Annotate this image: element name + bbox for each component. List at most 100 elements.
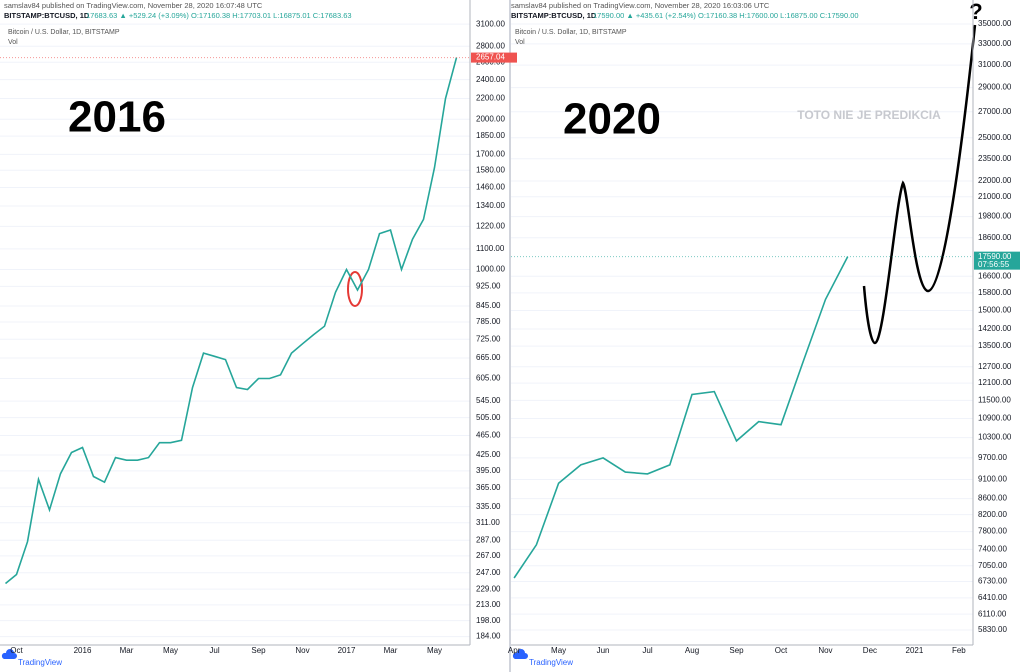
author-line: samslav84 published on TradingView.com, … bbox=[511, 1, 770, 10]
x-tick-label: Sep bbox=[251, 646, 266, 655]
x-tick-label: May bbox=[551, 646, 566, 655]
x-tick-label: Oct bbox=[775, 646, 788, 655]
y-tick-label: 27000.00 bbox=[978, 107, 1012, 116]
y-tick-label: 6110.00 bbox=[978, 609, 1007, 618]
y-tick-label: 25000.00 bbox=[978, 133, 1012, 142]
y-tick-label: 23500.00 bbox=[978, 154, 1012, 163]
y-tick-label: 9700.00 bbox=[978, 453, 1007, 462]
year-annotation: 2016 bbox=[68, 93, 166, 142]
y-tick-label: 6730.00 bbox=[978, 577, 1007, 586]
panel-2020: samslav84 published on TradingView.com, … bbox=[508, 0, 1020, 667]
year-annotation: 2020 bbox=[563, 95, 661, 144]
y-tick-label: 1700.00 bbox=[476, 150, 505, 159]
quote: 17590.00 ▲ +435.61 (+2.54%) O:17160.38 H… bbox=[593, 11, 859, 20]
y-tick-label: 1580.00 bbox=[476, 165, 505, 174]
symbol: BITSTAMP:BTCUSD, 1D bbox=[511, 11, 597, 20]
y-tick-label: 6410.00 bbox=[978, 593, 1007, 602]
y-tick-label: 35000.00 bbox=[978, 19, 1012, 28]
x-tick-label: Nov bbox=[818, 646, 832, 655]
y-tick-label: 12100.00 bbox=[978, 378, 1012, 387]
y-tick-label: 33000.00 bbox=[978, 39, 1012, 48]
y-tick-label: 425.00 bbox=[476, 450, 501, 459]
x-tick-label: Jul bbox=[209, 646, 219, 655]
volume-label: Vol bbox=[8, 39, 18, 46]
y-tick-label: 845.00 bbox=[476, 301, 501, 310]
price-tag-label: 17590.00 bbox=[978, 252, 1012, 261]
x-tick-label: Jun bbox=[597, 646, 610, 655]
price-tag bbox=[471, 52, 517, 63]
y-tick-label: 7400.00 bbox=[978, 544, 1007, 553]
symbol: BITSTAMP:BTCUSD, 1D bbox=[4, 11, 90, 20]
chart-title: Bitcoin / U.S. Dollar, 1D, BITSTAMP bbox=[8, 29, 120, 36]
y-tick-label: 1850.00 bbox=[476, 131, 505, 140]
y-tick-label: 247.00 bbox=[476, 568, 501, 577]
y-tick-label: 10900.00 bbox=[978, 414, 1012, 423]
price-line bbox=[513, 256, 849, 579]
y-tick-label: 505.00 bbox=[476, 413, 501, 422]
x-tick-label: Feb bbox=[952, 646, 966, 655]
panel-2016: samslav84 published on TradingView.com, … bbox=[0, 0, 517, 667]
y-tick-label: 1460.00 bbox=[476, 183, 505, 192]
y-tick-label: 15800.00 bbox=[978, 288, 1012, 297]
y-tick-label: 7050.00 bbox=[978, 561, 1007, 570]
y-tick-label: 19800.00 bbox=[978, 212, 1012, 221]
x-tick-label: Aug bbox=[685, 646, 699, 655]
y-tick-label: 16600.00 bbox=[978, 271, 1012, 280]
x-tick-label: Oct bbox=[10, 646, 23, 655]
y-tick-label: 2800.00 bbox=[476, 41, 505, 50]
author-line: samslav84 published on TradingView.com, … bbox=[4, 1, 263, 10]
y-tick-label: 1220.00 bbox=[476, 221, 505, 230]
y-tick-label: 14200.00 bbox=[978, 324, 1012, 333]
y-tick-label: 267.00 bbox=[476, 551, 501, 560]
y-tick-label: 8200.00 bbox=[978, 510, 1007, 519]
chart-title: Bitcoin / U.S. Dollar, 1D, BITSTAMP bbox=[515, 29, 627, 36]
y-tick-label: 12700.00 bbox=[978, 362, 1012, 371]
y-tick-label: 287.00 bbox=[476, 535, 501, 544]
y-tick-label: 22000.00 bbox=[978, 176, 1012, 185]
volume-label: Vol bbox=[515, 39, 525, 46]
x-tick-label: 2021 bbox=[906, 646, 924, 655]
x-tick-label: Sep bbox=[729, 646, 744, 655]
y-tick-label: 665.00 bbox=[476, 353, 501, 362]
y-tick-label: 9100.00 bbox=[978, 475, 1007, 484]
highlight-circle bbox=[347, 271, 363, 307]
y-tick-label: 605.00 bbox=[476, 374, 501, 383]
y-tick-label: 7800.00 bbox=[978, 527, 1007, 536]
x-tick-label: Nov bbox=[295, 646, 309, 655]
footer: TradingView bbox=[18, 658, 62, 667]
y-tick-label: 925.00 bbox=[476, 282, 501, 291]
quote: 17683.63 ▲ +529.24 (+3.09%) O:17160.38 H… bbox=[86, 11, 352, 20]
x-tick-label: 2016 bbox=[74, 646, 92, 655]
y-tick-label: 725.00 bbox=[476, 334, 501, 343]
y-tick-label: 311.00 bbox=[476, 518, 500, 527]
x-tick-label: Dec bbox=[863, 646, 877, 655]
y-tick-label: 13500.00 bbox=[978, 341, 1012, 350]
disclaimer: TOTO NIE JE PREDIKCIA bbox=[797, 108, 941, 122]
y-tick-label: 29000.00 bbox=[978, 83, 1012, 92]
x-tick-label: May bbox=[163, 646, 178, 655]
x-tick-label: Mar bbox=[384, 646, 398, 655]
y-tick-label: 1000.00 bbox=[476, 265, 505, 274]
y-tick-label: 2000.00 bbox=[476, 114, 505, 123]
y-tick-label: 213.00 bbox=[476, 600, 501, 609]
footer: TradingView bbox=[529, 658, 573, 667]
x-tick-label: May bbox=[427, 646, 442, 655]
y-tick-label: 1100.00 bbox=[476, 244, 505, 253]
y-tick-label: 3100.00 bbox=[476, 19, 505, 28]
y-tick-label: 184.00 bbox=[476, 632, 501, 641]
x-tick-label: Mar bbox=[120, 646, 134, 655]
y-tick-label: 365.00 bbox=[476, 483, 501, 492]
y-tick-label: 15000.00 bbox=[978, 306, 1012, 315]
y-tick-label: 10300.00 bbox=[978, 433, 1012, 442]
x-tick-label: Jul bbox=[642, 646, 652, 655]
x-tick-label: Apr bbox=[508, 646, 521, 655]
price-tag bbox=[974, 251, 1020, 270]
logo bbox=[512, 649, 528, 659]
y-tick-label: 11500.00 bbox=[978, 395, 1011, 404]
y-tick-label: 785.00 bbox=[476, 317, 501, 326]
price-tag-label: 2657.04 bbox=[476, 53, 505, 62]
y-tick-label: 1340.00 bbox=[476, 201, 505, 210]
price-line bbox=[4, 57, 458, 585]
